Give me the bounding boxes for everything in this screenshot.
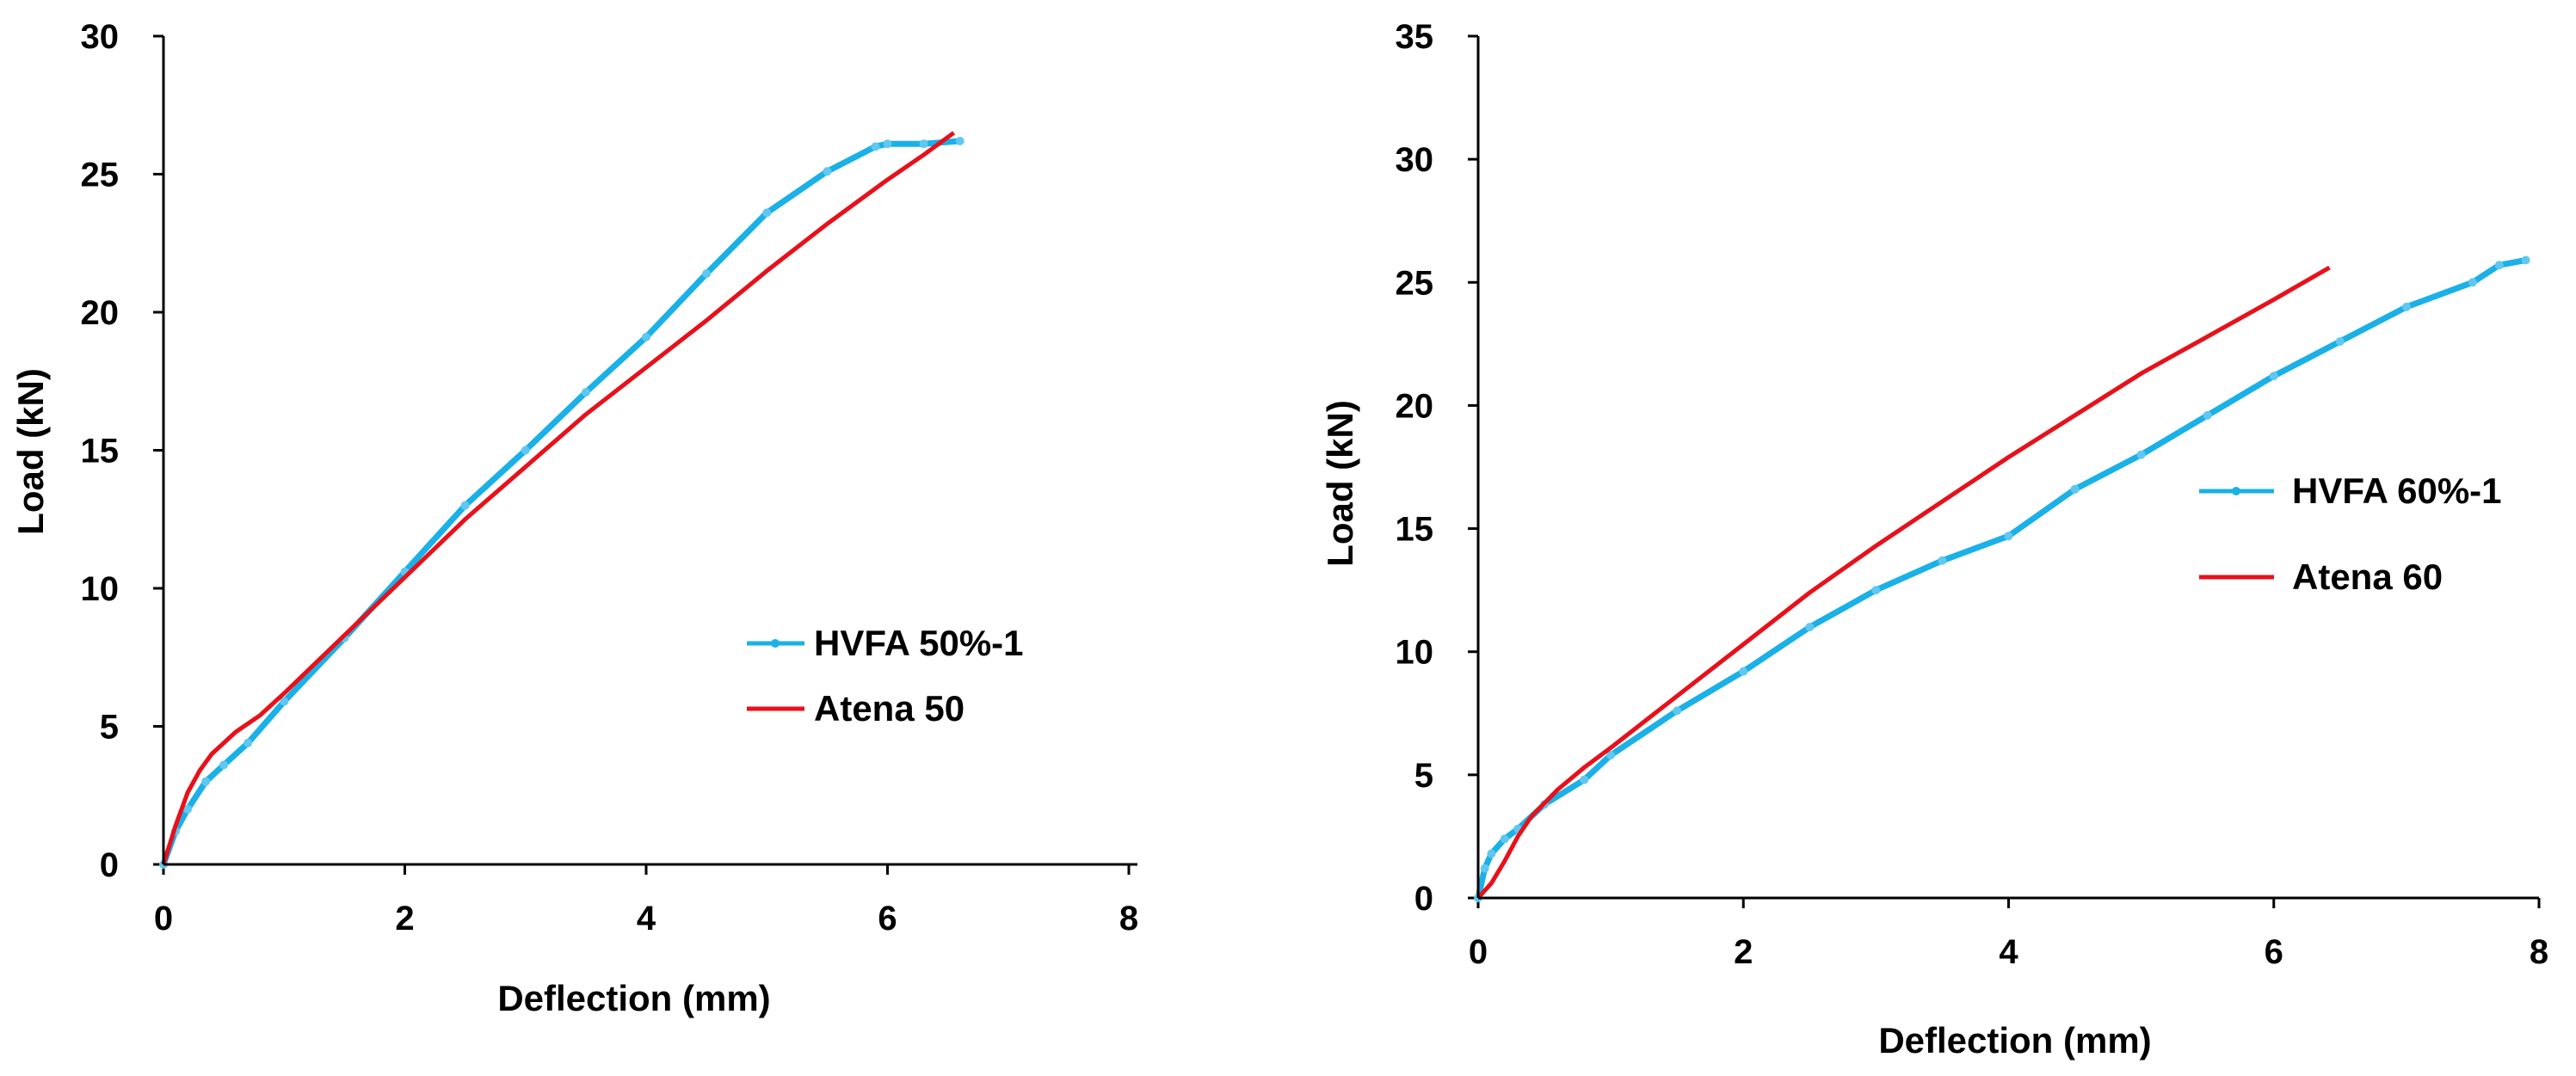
legend: HVFA 60%-1 Atena 60 [2199,470,2502,597]
data-point [280,697,289,706]
y-tick-label: 15 [1396,511,1434,549]
data-point [1480,864,1489,873]
x-axis-title: Deflection (mm) [1878,1020,2151,1061]
x-tick-label: 2 [395,900,414,938]
y-tick-label: 20 [81,294,120,332]
x-tick-label: 8 [1119,900,1138,938]
data-point [201,777,211,786]
data-point [1673,706,1682,716]
y-ticks: 0 5 10 15 20 25 30 [81,18,163,884]
data-point [2269,372,2278,381]
y-tick-label: 25 [81,157,120,194]
data-point [1871,586,1881,595]
y-tick-label: 10 [81,570,120,608]
y-tick-label: 35 [1396,18,1434,56]
data-point [1739,667,1748,676]
data-point [521,446,530,455]
x-tick-label: 8 [2530,933,2548,971]
y-tick-label: 10 [1396,634,1434,672]
data-point [219,760,229,770]
y-tick-label: 5 [100,709,119,747]
series-line-atena-50 [161,131,956,865]
legend-label-hvfa-50: HVFA 50%-1 [814,623,1024,663]
x-tick-label: 6 [2265,933,2283,971]
legend: HVFA 50%-1 Atena 50 [747,623,1024,729]
y-tick-label: 0 [1414,880,1433,918]
data-point [2468,278,2477,287]
data-point [883,139,892,149]
chart-right: Load (kN) Deflection (mm) 05101520253035… [1320,18,2548,1061]
legend-label-atena-50: Atena 50 [814,688,964,729]
data-point [642,332,650,341]
series-line-atena-60 [1476,265,2331,900]
y-tick-label: 30 [81,18,120,56]
data-point [1500,834,1509,844]
legend-label-atena-60: Atena 60 [2292,556,2443,597]
y-tick-label: 30 [1396,141,1434,179]
y-axis-title: Load (kN) [10,368,51,535]
x-axis-title: Deflection (mm) [497,978,770,1018]
y-axis-title: Load (kN) [1320,400,1360,567]
y-tick-label: 0 [100,846,119,884]
y-tick-label: 25 [1396,264,1434,302]
x-tick-label: 0 [154,900,173,938]
x-tick-label: 4 [637,900,656,938]
data-point [919,139,928,149]
x-tick-label: 6 [878,900,897,938]
y-tick-label: 15 [81,433,120,470]
data-point [1487,849,1496,858]
data-point [1805,623,1815,632]
data-point [871,142,880,151]
x-tick-label: 2 [1734,933,1753,971]
series-group [159,131,964,869]
series-group [1474,255,2530,902]
x-tick-label: 4 [1999,933,2018,971]
data-point [1938,556,1947,565]
series-line-hvfa-50-1 [160,138,960,866]
data-point [823,167,832,176]
data-point [2401,302,2411,311]
data-point [2521,255,2530,265]
data-point [2070,484,2080,494]
data-point [702,269,712,279]
data-point [2136,450,2146,459]
data-point [2004,532,2013,541]
data-point [2494,261,2504,270]
y-tick-label: 20 [1396,387,1434,425]
data-point [762,208,772,218]
x-ticks: 0 2 4 6 8 [154,864,1138,938]
legend-label-hvfa-60: HVFA 60%-1 [2292,470,2502,511]
data-point [243,738,253,747]
legend-marker-hvfa-60 [2232,487,2240,495]
legend-marker-hvfa-50 [771,639,780,648]
data-point [2335,337,2345,346]
data-point [1606,751,1616,759]
data-point [581,388,590,397]
y-tick-label: 5 [1414,757,1433,795]
x-tick-label: 0 [1469,933,1488,971]
data-point [460,501,470,510]
data-point [1580,775,1589,784]
x-ticks: 0 2 4 6 8 [1469,898,2548,971]
data-point [183,804,193,814]
data-point [2203,410,2212,420]
data-point [955,137,964,145]
y-ticks: 0 5 10 15 20 25 30 35 [1396,18,1478,918]
